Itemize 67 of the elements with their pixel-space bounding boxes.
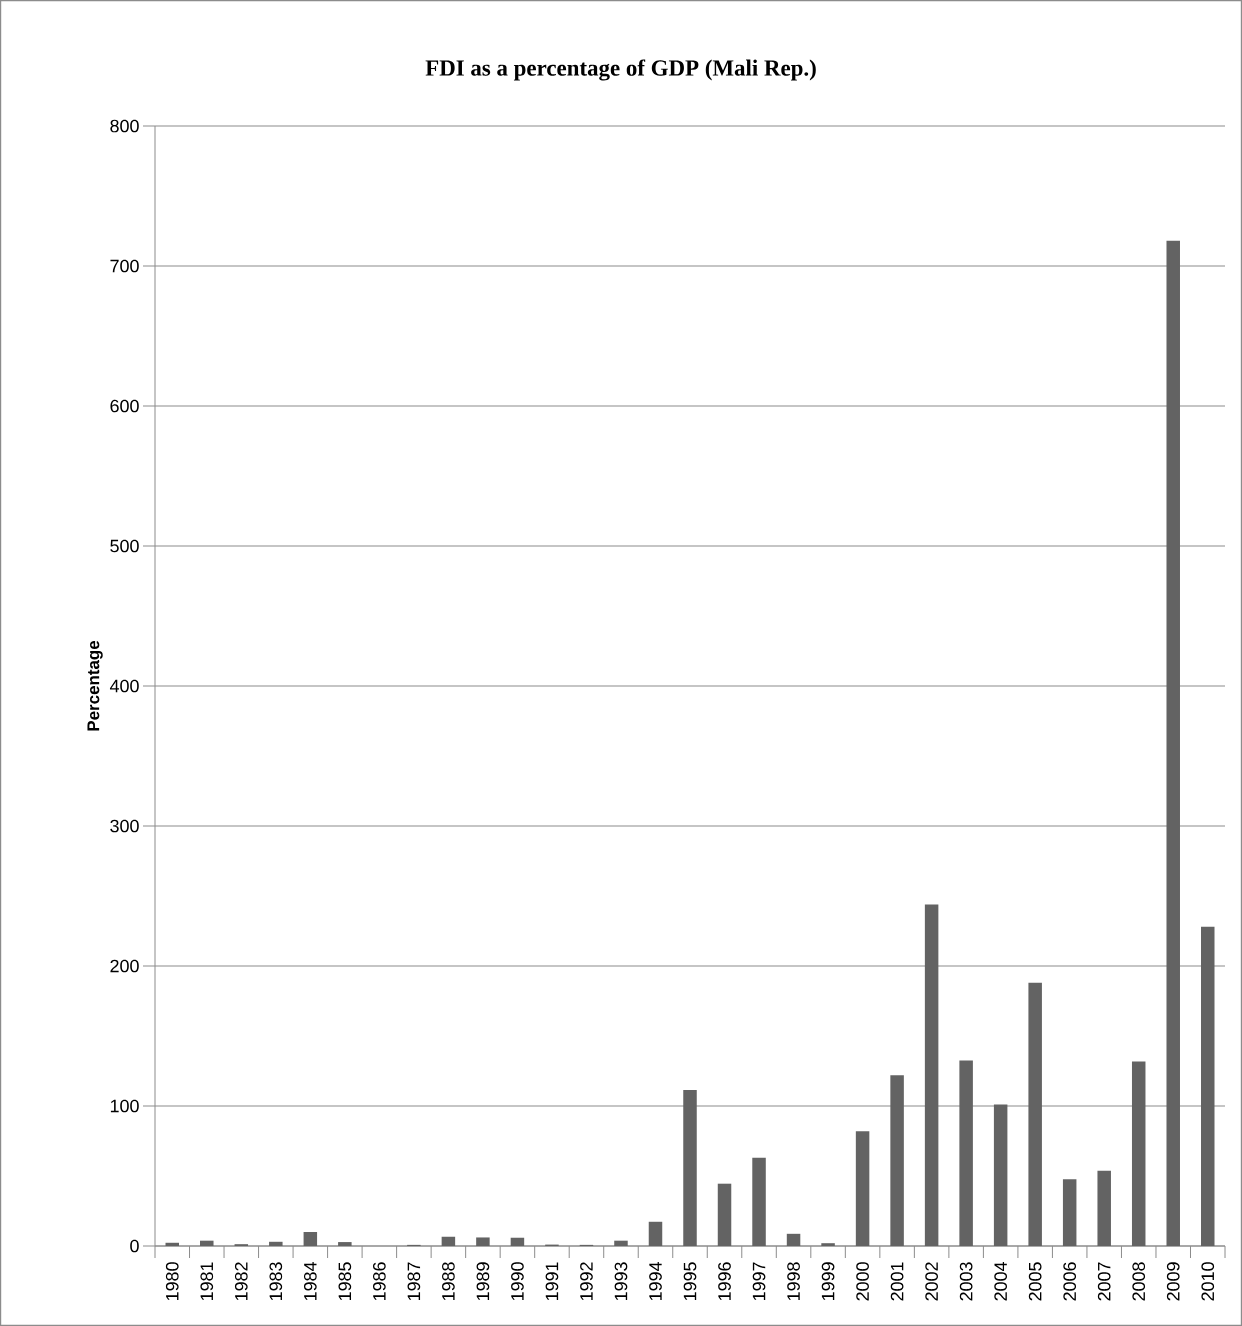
x-tick-label: 2004 xyxy=(994,1262,1007,1301)
bar xyxy=(717,1183,732,1246)
bar xyxy=(1131,1061,1146,1246)
x-tick-label: 1996 xyxy=(718,1262,731,1301)
x-tick-label: 1983 xyxy=(269,1262,283,1301)
x-tick-label: 1998 xyxy=(787,1262,800,1301)
y-tick-label: 0 xyxy=(130,1239,139,1253)
x-tick-label: 1999 xyxy=(821,1262,835,1301)
y-tick-label: 800 xyxy=(110,119,139,133)
bar xyxy=(269,1241,283,1246)
y-tick-label: 200 xyxy=(110,959,139,973)
bar xyxy=(752,1157,766,1246)
x-tick-label: 1991 xyxy=(545,1262,559,1301)
x-tick-label: 1990 xyxy=(511,1262,524,1301)
bar xyxy=(1097,1170,1111,1246)
x-tick-label: 1993 xyxy=(614,1262,628,1301)
bar xyxy=(1201,926,1215,1246)
x-tick-label: 1995 xyxy=(683,1262,697,1301)
x-tick-label: 2009 xyxy=(1166,1262,1180,1301)
x-tick-label: 2007 xyxy=(1097,1262,1111,1301)
x-tick-label: 1986 xyxy=(373,1262,386,1301)
y-tick-label: 300 xyxy=(110,819,139,833)
bar xyxy=(1166,240,1180,1246)
bar xyxy=(821,1243,835,1246)
x-tick-label: 2010 xyxy=(1201,1262,1215,1301)
bar xyxy=(476,1237,490,1246)
x-tick-label: 1984 xyxy=(303,1262,317,1301)
bar xyxy=(959,1060,973,1246)
bar xyxy=(786,1233,801,1246)
x-tick-label: 2006 xyxy=(1063,1262,1077,1301)
bar xyxy=(1062,1179,1077,1246)
x-tick-label: 1988 xyxy=(442,1262,455,1301)
y-tick-label: 100 xyxy=(110,1099,139,1113)
x-tick-label: 2003 xyxy=(959,1262,973,1301)
bar xyxy=(1028,982,1042,1246)
bar xyxy=(441,1236,456,1246)
bar xyxy=(683,1089,697,1246)
x-tick-label: 1987 xyxy=(407,1262,421,1301)
bar xyxy=(993,1104,1008,1246)
y-tick-label: 500 xyxy=(110,539,139,553)
bar xyxy=(338,1242,352,1246)
bar xyxy=(924,904,939,1246)
x-tick-label: 1992 xyxy=(580,1262,593,1301)
x-tick-label: 2008 xyxy=(1132,1262,1146,1301)
x-tick-label: 1994 xyxy=(649,1262,662,1301)
bar xyxy=(510,1237,525,1246)
bar xyxy=(890,1075,904,1246)
x-tick-label: 1985 xyxy=(338,1262,352,1301)
x-tick-label: 1997 xyxy=(752,1262,766,1301)
x-tick-label: 1982 xyxy=(234,1262,248,1301)
y-tick-label: 700 xyxy=(110,259,139,273)
bar xyxy=(200,1240,214,1246)
y-tick-label: 400 xyxy=(109,679,139,693)
x-tick-label: 2000 xyxy=(856,1262,869,1301)
x-tick-label: 2002 xyxy=(925,1262,938,1301)
bar xyxy=(648,1221,663,1246)
bar xyxy=(855,1131,870,1246)
y-tick-label: 600 xyxy=(110,399,139,413)
chart-title: FDI as a percentage of GDP (Mali Rep.) xyxy=(425,59,816,81)
bar xyxy=(303,1232,318,1246)
x-tick-label: 1981 xyxy=(200,1262,214,1301)
y-axis-title: Percentage xyxy=(87,640,103,731)
x-tick-label: 1980 xyxy=(165,1262,179,1301)
x-tick-label: 2005 xyxy=(1028,1262,1042,1301)
bar xyxy=(614,1240,628,1246)
x-tick-label: 1989 xyxy=(476,1262,490,1301)
x-tick-label: 2001 xyxy=(890,1262,904,1301)
